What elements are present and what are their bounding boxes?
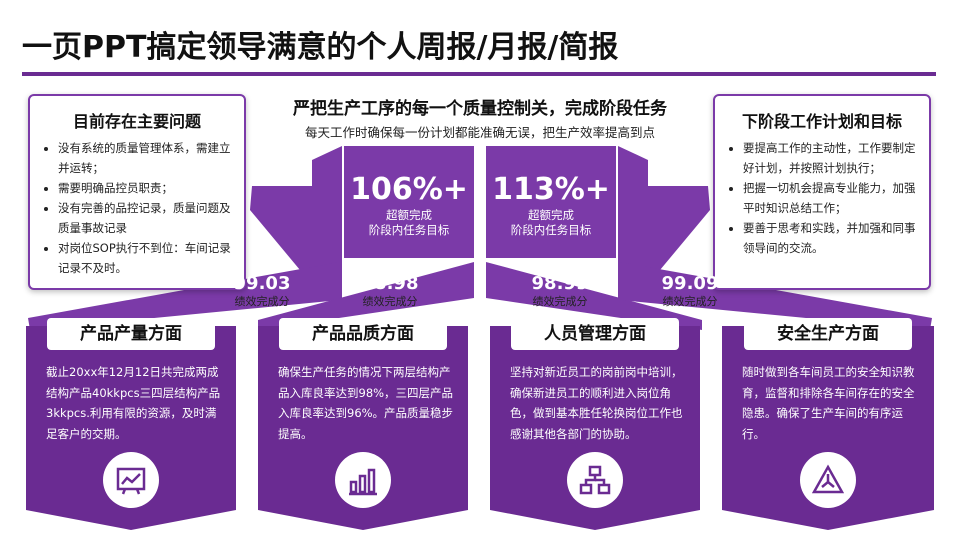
kpi-value: 98.99 [531, 273, 589, 294]
left-wing-shape [250, 146, 342, 300]
kpi-2: 98.98 绩效完成分 [340, 274, 440, 310]
card-title-quality: 产品品质方面 [279, 318, 447, 350]
stat-line1: 超额完成 [386, 208, 432, 222]
stat-line1: 超额完成 [528, 208, 574, 222]
card-title-production: 产品产量方面 [47, 318, 215, 350]
center-subheading: 每天工作时确保每一份计划都能准确无误，把生产效率提高到点 [304, 125, 655, 140]
current-issues-heading: 目前存在主要问题 [72, 112, 201, 131]
bar-chart-icon [335, 452, 391, 508]
stat-value: 106%+ [350, 172, 468, 207]
kpi-value: 99.09 [661, 273, 719, 294]
plan-item: 要提高工作的主动性，工作要制定好计划，并按照计划执行； [743, 138, 919, 178]
kpi-value: 98.98 [361, 273, 419, 294]
kpi-1: 99.03 绩效完成分 [212, 274, 312, 310]
card-bg-1 [26, 326, 236, 530]
kpi-value: 99.03 [233, 273, 291, 294]
kpi-4: 99.09 绩效完成分 [640, 274, 740, 310]
issue-item: 没有完善的品控记录，质量问题及质量事故记录 [58, 198, 234, 238]
stat-block-1: 106%+ 超额完成 阶段内任务目标 [349, 172, 469, 238]
card-body-production: 截止20xx年12月12日共完成两成结构产品40kkpcs三四层结构产品3kkp… [46, 365, 221, 441]
issue-item: 需要明确品控员职责； [58, 178, 234, 198]
stat-line2: 阶段内任务目标 [368, 223, 450, 237]
kpi-label: 绩效完成分 [662, 295, 718, 308]
triangle-hierarchy-icon [800, 452, 856, 508]
kpi-label: 绩效完成分 [234, 295, 290, 308]
stat-value: 113%+ [492, 172, 610, 207]
card-title-safety: 安全生产方面 [744, 318, 912, 350]
plan-item: 把握一切机会提高专业能力，加强平时知识总结工作； [743, 178, 919, 218]
kpi-label: 绩效完成分 [362, 295, 418, 308]
fan-1 [28, 262, 340, 330]
chart-board-icon [103, 452, 159, 508]
next-plan-panel: 下阶段工作计划和目标 要提高工作的主动性，工作要制定好计划，并按照计划执行； 把… [713, 94, 931, 290]
kpi-3: 98.99 绩效完成分 [510, 274, 610, 310]
fan-2 [258, 262, 474, 330]
card-bg-2 [258, 326, 468, 530]
kpi-label: 绩效完成分 [532, 295, 588, 308]
page-title: 一页PPT搞定领导满意的个人周报/月报/简报 [22, 30, 619, 65]
center-heading: 严把生产工序的每一个质量控制关，完成阶段任务 [293, 99, 667, 119]
current-issues-panel: 目前存在主要问题 没有系统的质量管理体系，需建立并运转； 需要明确品控员职责； … [28, 94, 246, 290]
stat-block-2: 113%+ 超额完成 阶段内任务目标 [491, 172, 611, 238]
stat-block-left [344, 146, 474, 258]
title-divider [22, 72, 936, 76]
plan-item: 要善于思考和实践，并加强和同事领导间的交流。 [743, 218, 919, 258]
fan-4 [620, 262, 932, 330]
next-plan-heading: 下阶段工作计划和目标 [741, 112, 902, 131]
issue-item: 对岗位SOP执行不到位：车间记录记录不及时。 [58, 238, 234, 278]
card-bg-4 [722, 326, 934, 530]
stat-block-right [486, 146, 616, 258]
card-body-safety: 随时做到各车间员工的安全知识教育，监督和排除各车间存在的安全隐患。确保了生产车间… [742, 365, 915, 441]
card-bg-3 [490, 326, 700, 530]
right-wing-shape [618, 146, 710, 300]
fan-3 [486, 262, 702, 330]
card-title-personnel: 人员管理方面 [511, 318, 679, 350]
card-body-quality: 确保生产任务的情况下两层结构产品入库良率达到98%，三四层产品入库良率达到96%… [278, 365, 454, 441]
issue-item: 没有系统的质量管理体系，需建立并运转； [58, 138, 234, 178]
org-chart-icon [567, 452, 623, 508]
card-body-personnel: 坚持对新近员工的岗前岗中培训，确保新进员工的顺利进入岗位角色，做到基本胜任轮换岗… [510, 365, 683, 441]
stat-line2: 阶段内任务目标 [510, 223, 592, 237]
